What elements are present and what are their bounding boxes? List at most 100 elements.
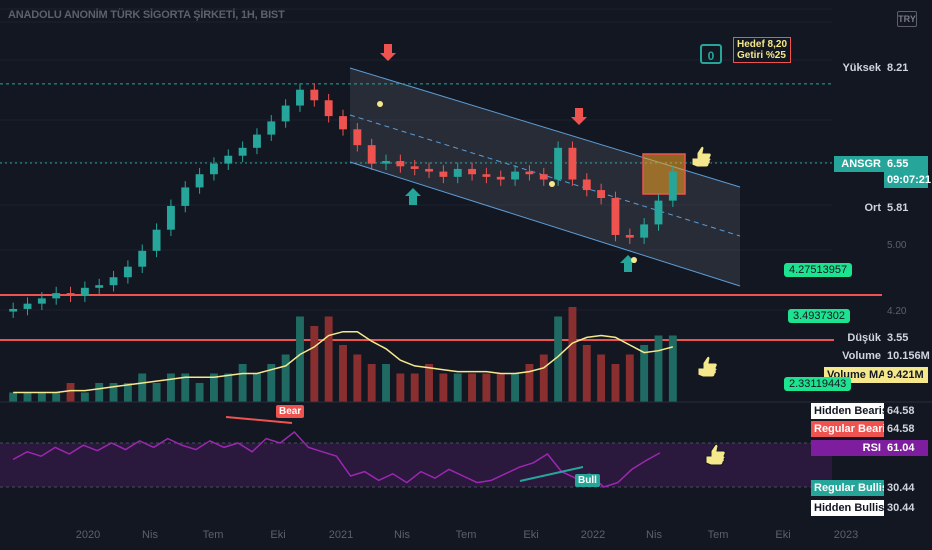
candle-body bbox=[238, 147, 247, 156]
volume-bar bbox=[238, 364, 247, 402]
volume-bar bbox=[367, 364, 376, 402]
x-tick-4: 2021 bbox=[328, 529, 354, 541]
candle-body bbox=[668, 171, 677, 201]
volume-bar bbox=[281, 354, 290, 402]
candle-body bbox=[625, 234, 634, 238]
x-tick-10: Tem bbox=[707, 529, 729, 541]
candle-body bbox=[468, 168, 477, 175]
candle-body bbox=[453, 168, 462, 177]
volume-bar bbox=[482, 373, 491, 402]
last-price-value: 6.55 bbox=[884, 156, 928, 172]
candle-body bbox=[539, 174, 548, 180]
target-zone-box bbox=[642, 153, 686, 195]
bearish-divergence-line bbox=[225, 416, 293, 424]
x-tick-9: Nis bbox=[646, 529, 662, 541]
volume-bar bbox=[554, 316, 563, 402]
level-label-3: 2.33119443 bbox=[784, 377, 852, 391]
candle-body bbox=[9, 308, 18, 312]
candle-body bbox=[597, 190, 606, 198]
volume-bar bbox=[138, 373, 147, 402]
volume-bar bbox=[625, 354, 634, 402]
candle-body bbox=[496, 176, 505, 180]
x-tick-8: 2022 bbox=[580, 529, 606, 541]
candle-body bbox=[296, 89, 304, 106]
hidden-bearish-label: Hidden Bearish bbox=[811, 403, 895, 419]
candle-body bbox=[554, 147, 563, 180]
candle-body bbox=[281, 105, 290, 122]
volume-label: Volume bbox=[824, 348, 884, 364]
low-value: 3.55 bbox=[884, 330, 928, 346]
candle-body bbox=[511, 171, 520, 180]
thumbs-up-icon bbox=[697, 355, 718, 378]
volume-bar bbox=[668, 335, 677, 402]
hidden-bullish-value: 30.44 bbox=[884, 500, 928, 516]
signal-dot bbox=[549, 181, 555, 187]
volume-bar bbox=[95, 383, 104, 402]
rsi-label: RSI bbox=[811, 440, 884, 456]
candle-body bbox=[66, 293, 75, 296]
volume-bar bbox=[468, 373, 477, 402]
candle-body bbox=[109, 277, 118, 286]
candle-body bbox=[367, 145, 376, 164]
volume-bar bbox=[253, 373, 261, 402]
candle-body bbox=[23, 303, 32, 309]
volume-bar bbox=[439, 373, 448, 402]
volume-bar bbox=[353, 354, 362, 402]
target-line-2: Getiri %25 bbox=[737, 50, 786, 61]
volume-bar bbox=[324, 316, 333, 402]
volume-bar bbox=[568, 307, 577, 402]
volume-bar bbox=[80, 392, 89, 402]
x-tick-6: Tem bbox=[455, 529, 477, 541]
rsi-line bbox=[12, 430, 661, 488]
hidden-bearish-value: 64.58 bbox=[884, 403, 928, 419]
hidden-bullish-label: Hidden Bullish bbox=[811, 500, 891, 516]
volume-bar bbox=[339, 345, 347, 402]
volume-bar bbox=[310, 326, 319, 402]
candle-body bbox=[253, 134, 261, 148]
x-tick-11: Eki bbox=[775, 529, 791, 541]
faint-tick-2: 4.20 bbox=[887, 306, 907, 317]
regular-bullish-label: Regular Bullish bbox=[811, 480, 895, 496]
volume-bar bbox=[582, 345, 591, 402]
volume-bar bbox=[453, 373, 462, 402]
candle-body bbox=[195, 174, 204, 188]
symbol-label: ANSGR bbox=[834, 156, 884, 172]
volume-bar bbox=[640, 345, 649, 402]
volume-bar bbox=[166, 373, 175, 402]
candle-body bbox=[181, 187, 190, 206]
candle-body bbox=[95, 285, 104, 288]
volume-bar bbox=[525, 364, 534, 402]
volume-bar bbox=[654, 335, 663, 402]
x-tick-5: Nis bbox=[394, 529, 410, 541]
candle-body bbox=[310, 89, 319, 101]
candle-body bbox=[224, 155, 233, 164]
low-label: Düşük bbox=[834, 330, 884, 346]
candle-body bbox=[123, 266, 132, 278]
target-icon: 0 bbox=[700, 44, 722, 64]
bear-divergence-tag: Bear bbox=[276, 405, 305, 418]
volume-bar bbox=[195, 383, 204, 402]
volume-bar bbox=[296, 316, 304, 402]
bull-divergence-tag: Bull bbox=[575, 474, 600, 487]
x-tick-1: Nis bbox=[142, 529, 158, 541]
volume-bar bbox=[209, 373, 218, 402]
x-tick-3: Eki bbox=[270, 529, 286, 541]
x-tick-7: Eki bbox=[523, 529, 539, 541]
candle-body bbox=[582, 179, 591, 191]
candle-body bbox=[209, 163, 218, 175]
faint-tick-1: 5.00 bbox=[887, 240, 907, 251]
signal-dot bbox=[631, 257, 637, 263]
regular-bearish-value: 64.58 bbox=[884, 421, 928, 437]
regular-bearish-label: Regular Bearish bbox=[811, 421, 898, 437]
volume-bar bbox=[496, 373, 505, 402]
x-tick-0: 2020 bbox=[75, 529, 101, 541]
candle-body bbox=[525, 171, 534, 175]
channel-lower-line bbox=[349, 161, 741, 287]
volume-bar bbox=[410, 373, 419, 402]
volume-bar bbox=[52, 392, 61, 402]
volume-bar bbox=[23, 392, 32, 402]
currency-badge: TRY bbox=[897, 11, 917, 27]
sell-arrow-1 bbox=[380, 44, 396, 61]
